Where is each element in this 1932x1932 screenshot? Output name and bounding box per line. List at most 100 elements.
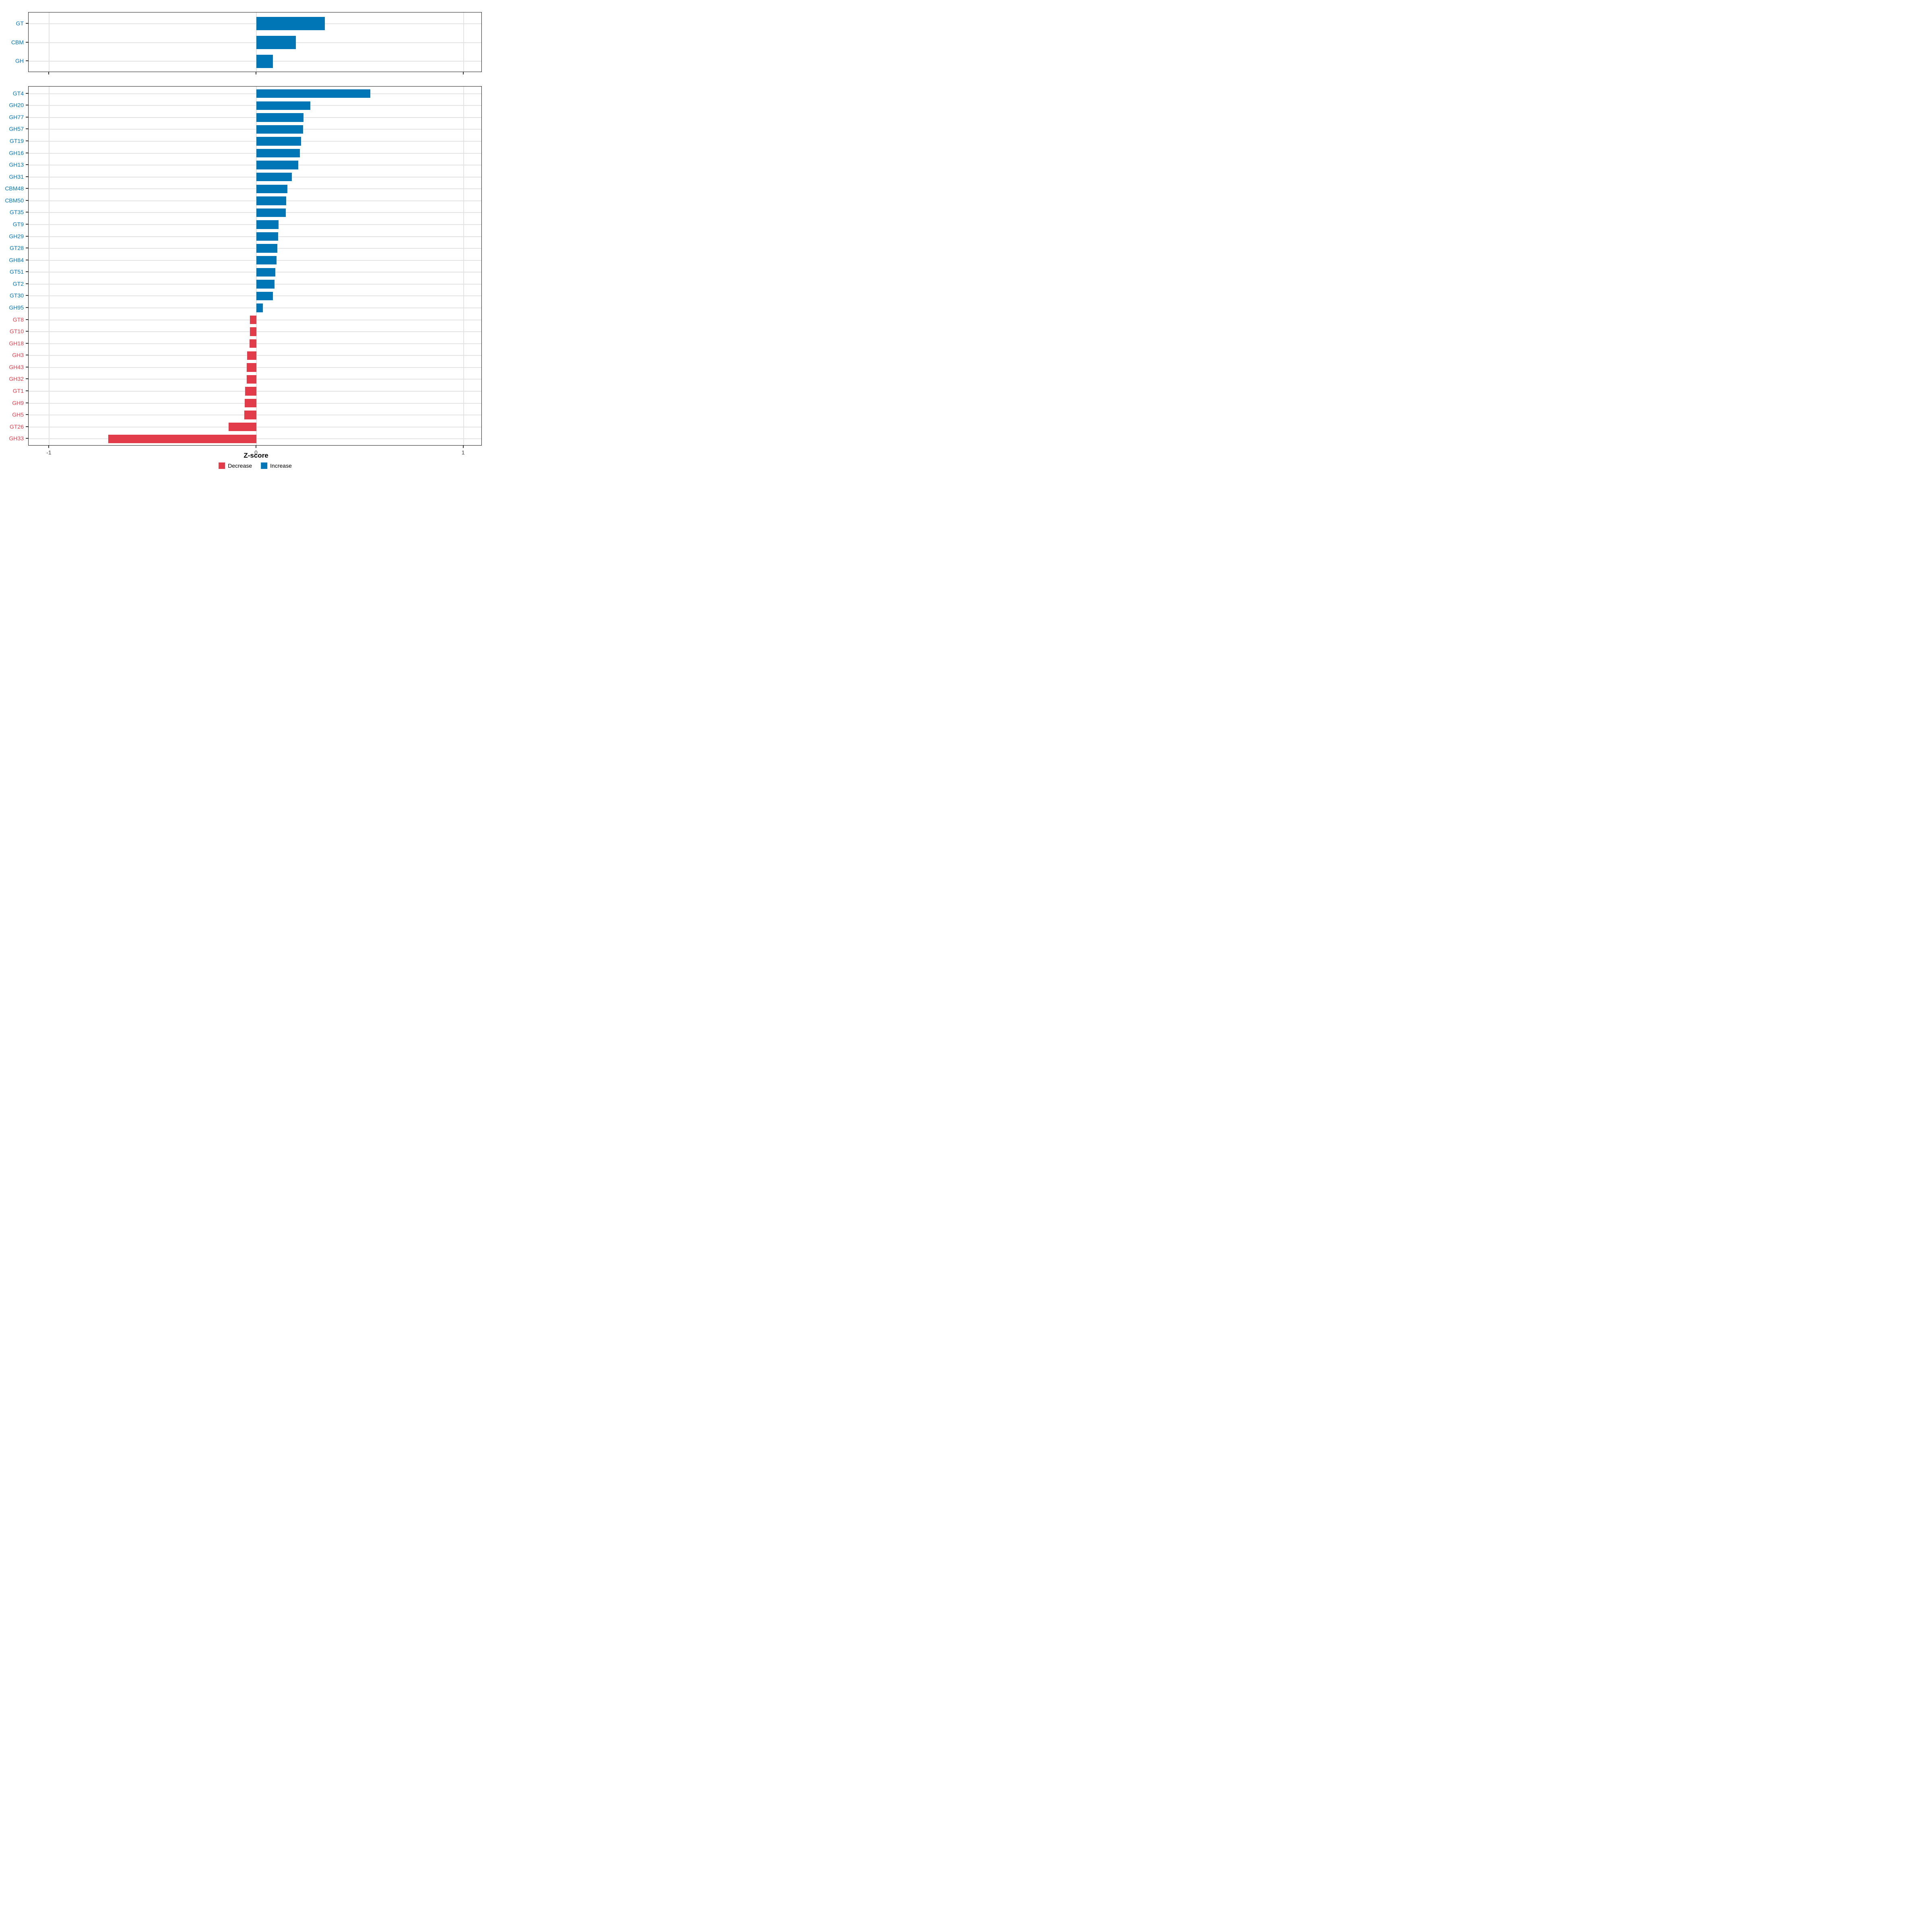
y-tick-GT10 <box>26 331 28 332</box>
category-label-GH20: GH20 <box>9 102 24 109</box>
y-tick-GH32 <box>26 378 28 380</box>
category-label-GH32: GH32 <box>9 376 24 382</box>
category-label-CBM50: CBM50 <box>5 197 24 204</box>
row-gridline-GH20 <box>29 105 481 106</box>
decrease-color-swatch <box>219 462 225 469</box>
y-tick-GH13 <box>26 164 28 165</box>
row-gridline-GT9 <box>29 224 481 225</box>
bar-GT30 <box>256 291 273 301</box>
y-tick-GH95 <box>26 307 28 308</box>
bar-GH31 <box>256 172 292 182</box>
category-label-GT28: GT28 <box>9 245 24 252</box>
row-gridline-GT <box>29 23 481 24</box>
x-tick-label--1: -1 <box>46 449 52 456</box>
category-label-GH3: GH3 <box>12 352 24 359</box>
category-label-GH95: GH95 <box>9 304 24 311</box>
bar-CBM48 <box>256 184 288 194</box>
legend-label-increase: Increase <box>270 462 292 469</box>
y-tick-GH <box>26 60 28 62</box>
category-label-GH5: GH5 <box>12 411 24 418</box>
category-label-GT2: GT2 <box>12 280 24 287</box>
y-tick-GT1 <box>26 390 28 391</box>
category-label-GT1: GT1 <box>12 387 24 394</box>
category-label-GH13: GH13 <box>9 161 24 168</box>
bar-GT9 <box>256 220 279 229</box>
legend-label-decrease: Decrease <box>228 462 252 469</box>
row-gridline-GH16 <box>29 153 481 154</box>
bar-GT4 <box>256 89 371 98</box>
bar-GH9 <box>245 398 257 408</box>
increase-color-swatch <box>261 462 268 469</box>
y-tick-GT <box>26 23 28 24</box>
category-label-GT26: GT26 <box>9 423 24 430</box>
bar-CBM50 <box>256 196 287 205</box>
bar-GH77 <box>256 113 304 122</box>
bar-GT26 <box>228 422 257 431</box>
category-label-GH9: GH9 <box>12 399 24 406</box>
bar-GH18 <box>250 339 257 348</box>
bar-GT19 <box>256 137 301 146</box>
bar-CBM <box>256 36 296 49</box>
y-tick-GT35 <box>26 212 28 213</box>
legend: Decrease Increase <box>219 462 292 469</box>
category-label-CBM48: CBM48 <box>5 185 24 192</box>
x-tick-1 <box>462 446 464 448</box>
category-label-CBM: CBM <box>11 39 24 45</box>
category-label-GT51: GT51 <box>9 268 24 275</box>
row-gridline-GH31 <box>29 176 481 178</box>
panel-families <box>28 86 482 446</box>
bar-GT51 <box>256 268 276 277</box>
bar-GH3 <box>247 351 257 360</box>
bar-GH29 <box>256 232 279 241</box>
y-tick-GH29 <box>26 235 28 237</box>
bar-GH16 <box>256 149 300 158</box>
x-tick-label-0: 0 <box>254 449 258 456</box>
y-tick-CBM50 <box>26 200 28 201</box>
category-label-GH16: GH16 <box>9 149 24 156</box>
bar-GT8 <box>250 315 257 324</box>
x-tick--1 <box>48 72 50 74</box>
y-tick-GT26 <box>26 426 28 427</box>
y-tick-GT9 <box>26 224 28 225</box>
panel-summary-classes <box>28 12 482 72</box>
legend-item-decrease: Decrease <box>219 462 252 469</box>
row-gridline-GH <box>29 61 481 62</box>
category-label-GH18: GH18 <box>9 340 24 347</box>
category-label-GT30: GT30 <box>9 292 24 299</box>
bar-GH43 <box>247 363 257 372</box>
category-label-GT9: GT9 <box>12 221 24 227</box>
category-label-GT4: GT4 <box>12 90 24 97</box>
row-gridline-CBM48 <box>29 188 481 190</box>
category-label-GH77: GH77 <box>9 114 24 120</box>
bar-GH32 <box>246 375 257 384</box>
zscore-figure: GT CBM GH GT4 GH20 GH77 GH57 GT19 GH16 GH13 GH31 CB… <box>0 0 483 483</box>
row-gridline-CBM <box>29 42 481 43</box>
row-gridline-GH77 <box>29 117 481 118</box>
y-tick-GH5 <box>26 414 28 415</box>
category-label-GH: GH <box>15 58 24 64</box>
category-label-GH43: GH43 <box>9 363 24 370</box>
y-tick-GT30 <box>26 295 28 296</box>
category-label-GT: GT <box>16 20 24 27</box>
y-tick-CBM48 <box>26 188 28 189</box>
row-gridline-GT2 <box>29 283 481 285</box>
y-tick-GT2 <box>26 283 28 284</box>
category-label-GH33: GH33 <box>9 435 24 442</box>
y-tick-GT19 <box>26 140 28 142</box>
bar-GH95 <box>256 303 263 312</box>
bar-GT <box>256 17 325 31</box>
x-gridline--1 <box>49 87 50 445</box>
y-tick-GT51 <box>26 271 28 272</box>
x-tick--1 <box>48 446 50 448</box>
y-tick-GH18 <box>26 343 28 344</box>
y-tick-GH9 <box>26 402 28 403</box>
y-tick-CBM <box>26 41 28 43</box>
bar-GH <box>256 54 273 68</box>
row-gridline-GH84 <box>29 260 481 261</box>
row-gridline-GH57 <box>29 129 481 130</box>
category-label-GH84: GH84 <box>9 256 24 263</box>
row-gridline-GT19 <box>29 141 481 142</box>
bar-GT10 <box>250 327 257 336</box>
legend-item-increase: Increase <box>261 462 292 469</box>
bar-GH13 <box>256 161 298 169</box>
